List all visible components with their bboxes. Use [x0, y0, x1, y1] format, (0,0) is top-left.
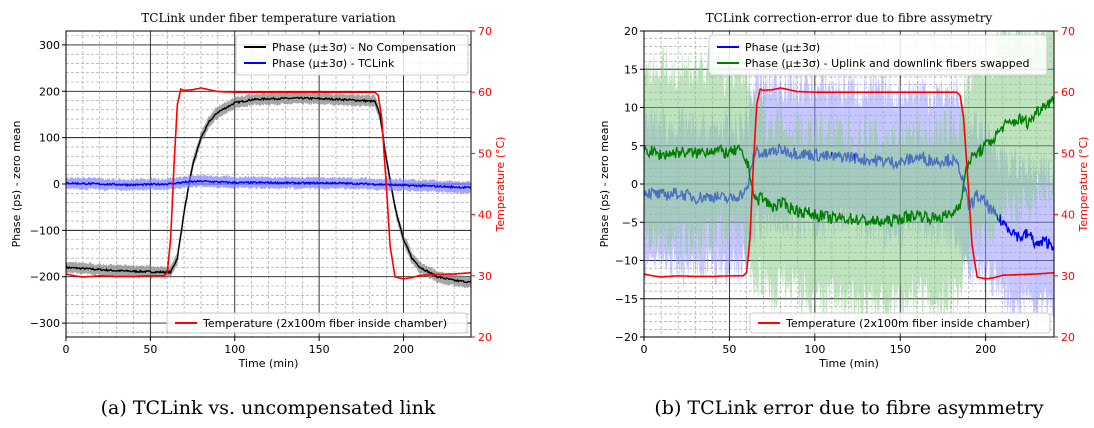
legend-box — [166, 312, 468, 334]
series-line-0 — [66, 96, 471, 284]
x-tick-label: 200 — [393, 343, 414, 356]
y-tick-label: 0 — [53, 178, 60, 191]
y-tick-label: −5 — [622, 216, 638, 229]
legend-entry: Temperature (2x100m fiber inside chamber… — [785, 317, 1030, 330]
y-tick-label: 100 — [39, 132, 60, 145]
y2-axis-label: Temperature (°C) — [1077, 137, 1090, 233]
legend-entry: Phase (μ±3σ) - TCLink — [272, 57, 395, 70]
y2-tick-label: 50 — [478, 147, 492, 160]
x-tick-label: 100 — [804, 343, 825, 356]
x-tick-label: 50 — [722, 343, 736, 356]
x-tick-label: 0 — [63, 343, 70, 356]
y-axis-label: Phase (ps) - zero mean — [10, 121, 23, 248]
x-tick-label: 200 — [975, 343, 996, 356]
legend-entry: Phase (μ±3σ) - No Compensation — [272, 41, 456, 54]
chart-title: TCLink under fiber temperature variation — [141, 11, 396, 25]
y2-tick-label: 30 — [478, 270, 492, 283]
legend-lower: Temperature (2x100m fiber inside chamber… — [749, 312, 1051, 334]
legend-box — [235, 34, 469, 76]
y-tick-label: −20 — [615, 331, 638, 344]
figure-caption: (a) TCLink vs. uncompensated link — [101, 397, 436, 419]
x-tick-label: 0 — [641, 343, 648, 356]
legend-lower: Temperature (2x100m fiber inside chamber… — [166, 312, 468, 334]
y-axis-label: Phase (ps) - zero mean — [598, 121, 611, 248]
y2-tick-label: 40 — [1061, 209, 1075, 222]
y-tick-label: −100 — [30, 224, 60, 237]
chart-panel-a: 0 50 100 150 200 −300 −200 −100 0 100 200 300 20 30 40… — [10, 11, 507, 419]
series-layer — [644, 31, 1054, 333]
series-band-1 — [644, 31, 1054, 333]
x-axis-label: Time (min) — [238, 357, 299, 370]
x-tick-label: 150 — [309, 343, 330, 356]
x-tick-label: 50 — [143, 343, 157, 356]
y2-tick-label: 20 — [478, 331, 492, 344]
x-tick-label: 100 — [224, 343, 245, 356]
y-tick-label: 200 — [39, 85, 60, 98]
y2-tick-label: 60 — [1061, 86, 1075, 99]
legend-box — [708, 34, 1048, 76]
legend-upper: Phase (μ±3σ) - No Compensation Phase (μ±3… — [235, 34, 469, 76]
series-line-1 — [66, 179, 471, 190]
y2-tick-label: 70 — [1061, 25, 1075, 38]
y-tick-label: 5 — [631, 140, 638, 153]
y-tick-label: −10 — [615, 255, 638, 268]
figure-caption: (b) TCLink error due to fibre asymmetry — [654, 397, 1043, 419]
y-tick-label: −200 — [30, 271, 60, 284]
x-axis-label: Time (min) — [818, 357, 879, 370]
series-line-1 — [644, 96, 1054, 228]
series-line-2 — [66, 87, 471, 280]
y-tick-label: 300 — [39, 39, 60, 52]
x-tick-label: 150 — [890, 343, 911, 356]
y2-tick-label: 30 — [1061, 270, 1075, 283]
series-layer — [66, 87, 471, 289]
legend-upper: Phase (μ±3σ) Phase (μ±3σ) - Uplink and do… — [708, 34, 1048, 76]
y-tick-label: −15 — [615, 293, 638, 306]
y2-tick-label: 70 — [478, 25, 492, 38]
y-tick-label: −300 — [30, 317, 60, 330]
y-tick-label: 15 — [624, 63, 638, 76]
y-tick-label: 0 — [631, 178, 638, 191]
chart-title: TCLink correction-error due to fibre ass… — [706, 11, 993, 25]
legend-entry: Temperature (2x100m fiber inside chamber… — [202, 317, 447, 330]
y2-tick-label: 40 — [478, 209, 492, 222]
legend-entry: Phase (μ±3σ) — [745, 41, 820, 54]
y2-axis-label: Temperature (°C) — [494, 137, 507, 233]
y2-tick-label: 20 — [1061, 331, 1075, 344]
y-tick-label: 20 — [624, 25, 638, 38]
series-line-2 — [644, 87, 1054, 280]
chart-panel-b: 0 50 100 150 200 −20 −15 −10 −5 0 5 10 15 20 20 30 40 50 6… — [598, 11, 1090, 419]
y2-tick-label: 50 — [1061, 147, 1075, 160]
y-tick-label: 10 — [624, 102, 638, 115]
series-band-1 — [66, 173, 471, 195]
legend-entry: Phase (μ±3σ) - Uplink and downlink fiber… — [745, 57, 1030, 70]
y2-tick-label: 60 — [478, 86, 492, 99]
legend-box — [749, 312, 1051, 334]
